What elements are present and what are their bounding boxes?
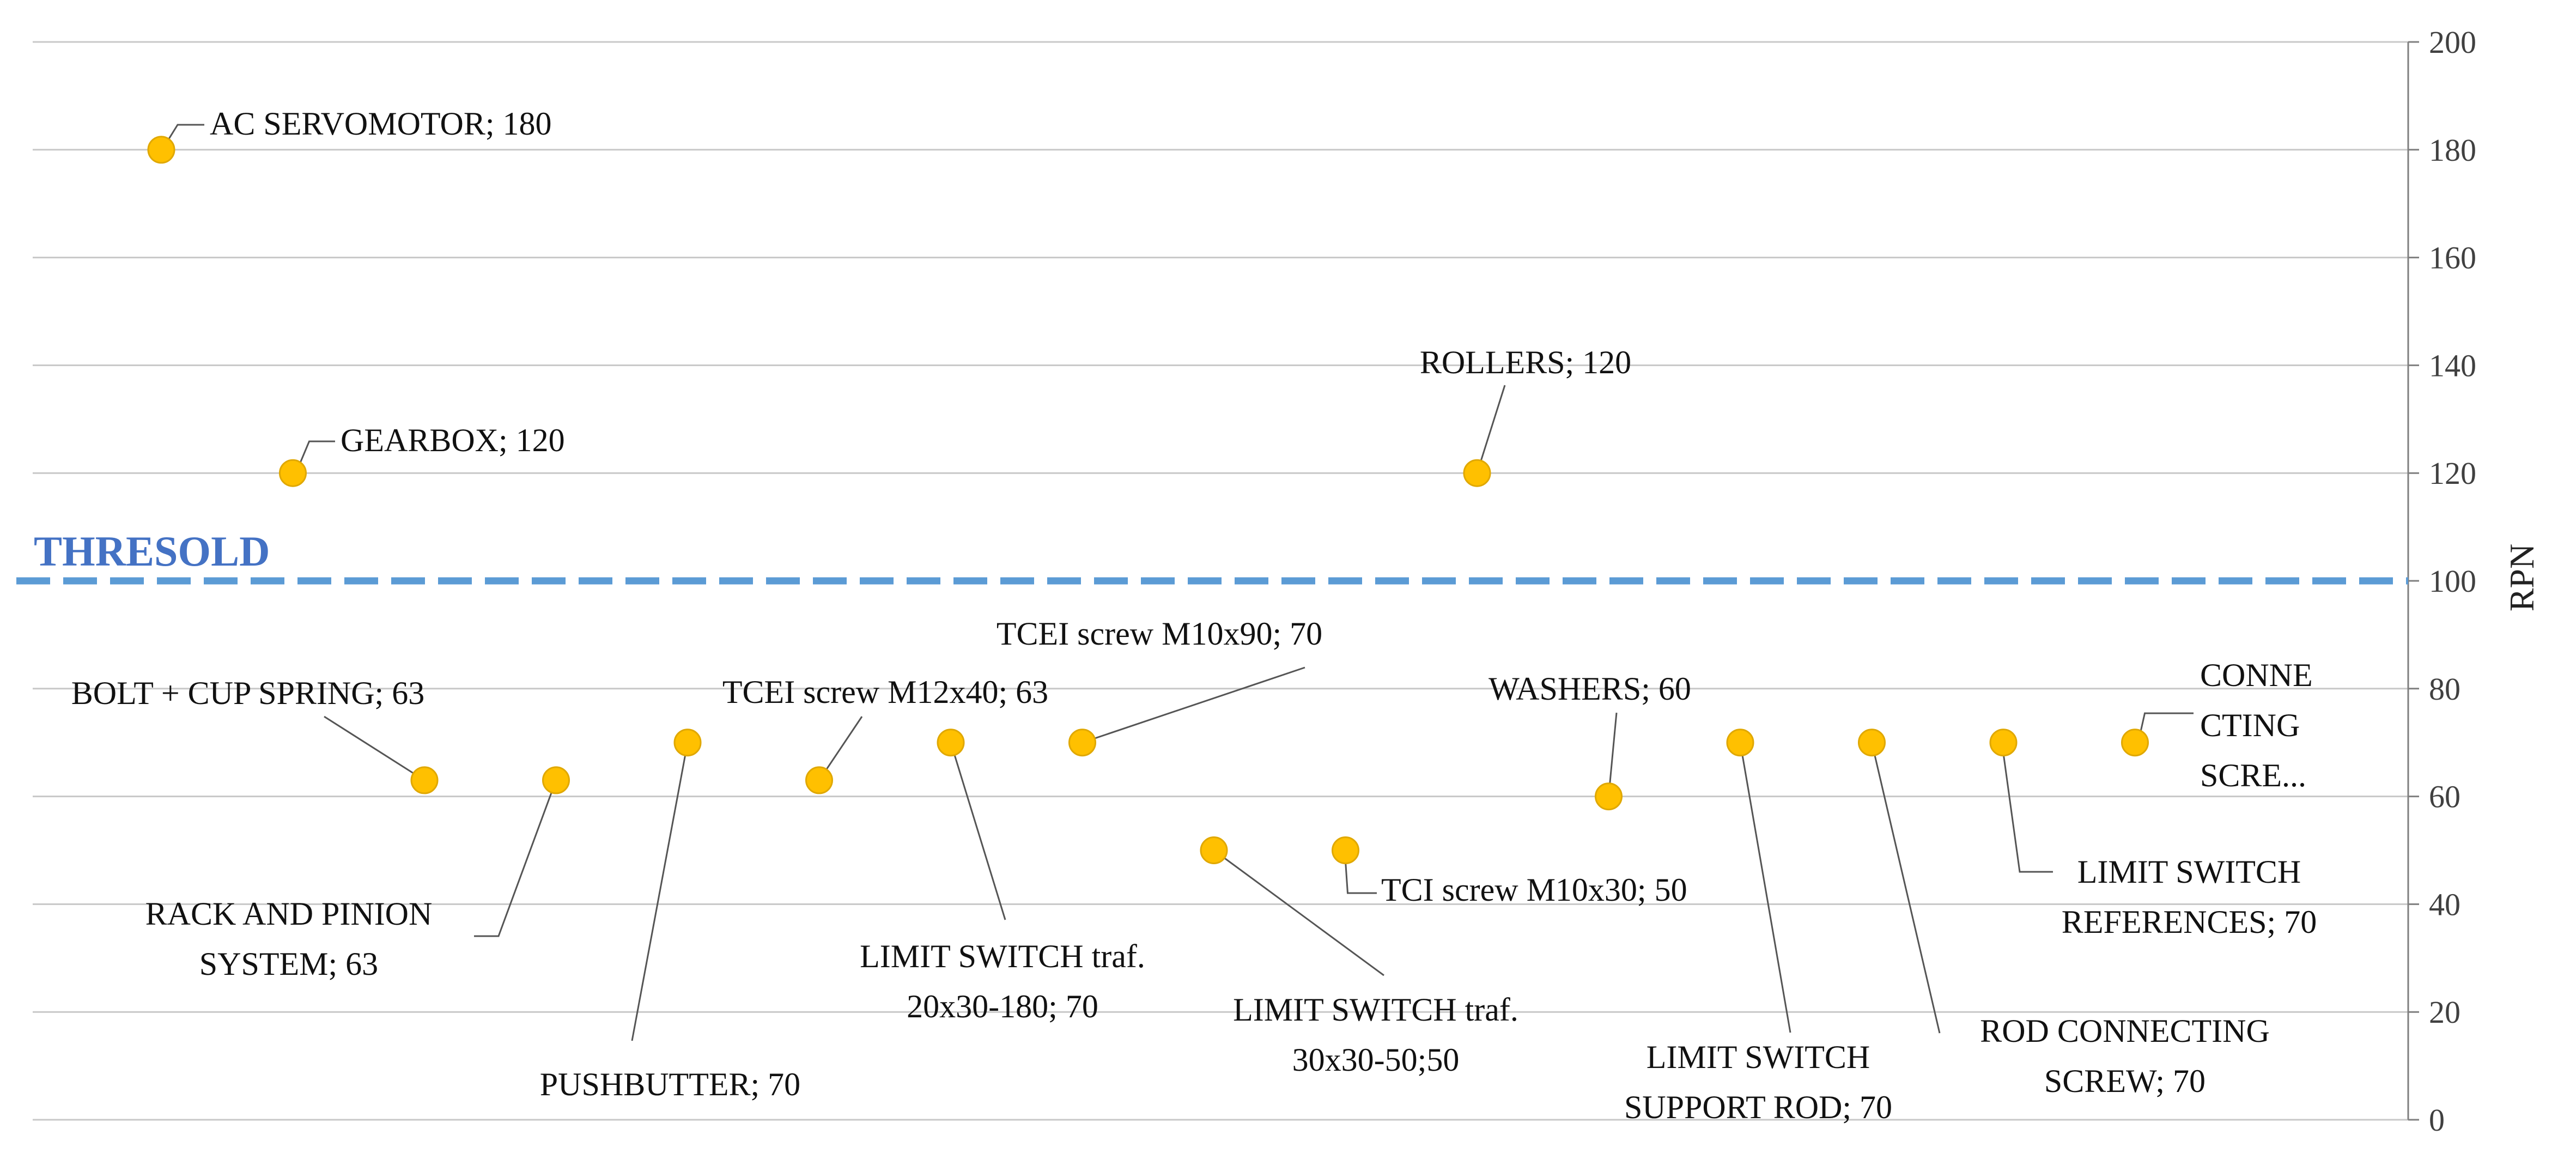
leader-line [1476,385,1506,474]
y-tick-label: 160 [2429,240,2476,276]
leader-line [950,742,1006,920]
data-label: TCEI screw M10x90; 70 [997,616,1322,652]
leader-line [1871,742,1941,1034]
data-point [1989,729,2018,757]
data-label: ROD CONNECTING SCREW; 70 [1980,1013,2270,1099]
y-tick-label: 20 [2429,994,2460,1030]
y-tick-label: 40 [2429,887,2460,922]
data-point [1068,729,1096,757]
leader-line [1345,861,1377,894]
leader-line [1739,742,1791,1033]
y-tick-label: 60 [2429,779,2460,815]
data-label: AC SERVOMOTOR; 180 [210,106,552,142]
threshold: THRESOLD [16,527,2408,585]
leader-line [2140,712,2194,733]
data-point [673,729,702,757]
data-point [1332,836,1359,864]
data-point [1463,459,1491,487]
data-point [1200,836,1228,864]
y-axis-title: RPN [2502,544,2541,612]
leader-line [474,780,557,937]
leader-line [631,742,689,1041]
data-label: WASHERS; 60 [1489,671,1691,707]
data-label: RACK AND PINION SYSTEM; 63 [145,896,433,982]
data-label: BOLT + CUP SPRING; 63 [71,675,424,711]
leader-line [2002,753,2053,873]
data-point [937,729,965,757]
data-point [1858,729,1886,757]
y-tick-label: 200 [2429,25,2476,60]
data-point [542,766,570,794]
data-point [2121,729,2149,757]
y-tick-label: 0 [2429,1102,2445,1138]
data-label: ROLLERS; 120 [1420,344,1631,380]
y-axis: 0 20 40 60 80 100 120 140 160 180 200 [2407,25,2476,1138]
data-point [410,766,439,794]
leader-line [300,440,335,463]
data-label: CONNE CTING SCRE... [2200,657,2313,793]
leader-lines [168,124,2194,1041]
leader-line [324,715,425,781]
leader-line [1608,712,1618,797]
data-label: TCEI screw M12x40; 63 [722,674,1048,710]
leader-line [1082,666,1305,744]
data-label: GEARBOX; 120 [341,422,565,458]
data-label: TCI screw M10x30; 50 [1381,872,1687,908]
data-labels: AC SERVOMOTOR; 180 GEARBOX; 120 BOLT + CUP… [71,106,2317,1125]
data-label: PUSHBUTTER; 70 [540,1066,800,1102]
data-point [279,459,307,487]
threshold-label: THRESOLD [34,527,270,575]
data-point [1595,782,1623,811]
data-points [147,136,2149,864]
y-tick-label: 140 [2429,348,2476,383]
gridlines [33,41,2408,1121]
data-label: LIMIT SWITCH REFERENCES; 70 [2062,854,2317,940]
y-tick-label: 180 [2429,132,2476,168]
data-point [147,136,175,164]
data-point [1726,729,1754,757]
leader-line [1213,849,1384,976]
data-point [805,766,833,794]
y-tick-label: 100 [2429,563,2476,599]
y-tick-label: 80 [2429,671,2460,707]
data-label: LIMIT SWITCH SUPPORT ROD; 70 [1624,1039,1892,1125]
data-label: LIMIT SWITCH traf. 30x30-50;50 [1233,992,1518,1078]
leader-line [168,124,204,139]
y-tick-label: 120 [2429,456,2476,491]
data-label: LIMIT SWITCH traf. 20x30-180; 70 [860,938,1145,1024]
